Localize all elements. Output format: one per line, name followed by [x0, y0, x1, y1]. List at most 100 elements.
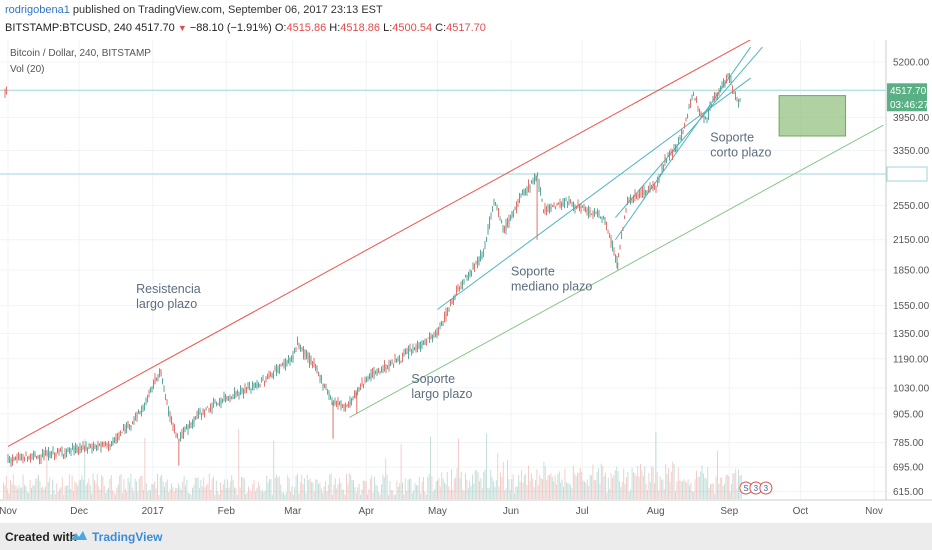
volume-bar	[501, 477, 503, 499]
candle-body	[316, 368, 318, 371]
candle-body	[685, 120, 687, 122]
candle-body	[306, 353, 308, 358]
volume-bar	[424, 491, 426, 499]
candle-body	[402, 353, 404, 359]
author-link[interactable]: rodrigobena1	[5, 4, 70, 16]
volume-bar	[607, 477, 609, 499]
candle-body	[607, 231, 609, 233]
volume-bar	[729, 491, 731, 499]
candle-body	[372, 371, 374, 374]
candle-body	[169, 414, 171, 419]
candle-body	[286, 360, 288, 363]
candle-body	[186, 427, 188, 429]
volume-bar	[218, 494, 220, 499]
candle-body	[75, 446, 77, 453]
volume-bar	[456, 467, 458, 499]
candle-body	[123, 427, 125, 430]
candle-body	[385, 368, 387, 370]
candle-body	[82, 445, 84, 450]
candle-body	[334, 402, 336, 404]
volume-bar	[36, 478, 38, 499]
trendline-resistencia	[7, 40, 752, 447]
volume-bar	[134, 478, 136, 499]
candle-body	[556, 203, 558, 206]
candle-body	[28, 456, 30, 459]
target-zone-box	[778, 95, 847, 137]
candle-body	[616, 258, 618, 264]
volume-bar	[333, 484, 335, 499]
price-axis[interactable]: 615.00 695.00 785.00 905.00 1030.00 1190.00 13…	[886, 57, 930, 498]
volume-bar	[207, 483, 209, 499]
candle-body	[484, 244, 486, 246]
candle-body	[211, 407, 213, 410]
tradingview-link[interactable]: TradingView	[92, 530, 163, 544]
volume-bar	[382, 474, 384, 499]
candle-body	[259, 384, 261, 387]
volume-bar	[49, 477, 51, 499]
candle-body	[486, 237, 488, 240]
volume-bar	[371, 475, 373, 499]
candle-body	[165, 396, 167, 398]
candle-body	[618, 254, 620, 258]
candle-body	[327, 392, 329, 395]
candle-body	[289, 359, 291, 361]
time-axis[interactable]: Nov Dec 2017 Feb Mar Apr May Jun Jul Aug Sep Oct Nov	[0, 506, 883, 517]
candle-body	[564, 200, 566, 205]
volume-bar	[617, 470, 619, 499]
volume-bar	[7, 488, 9, 499]
candle-body	[709, 104, 711, 111]
volume-bar	[152, 484, 154, 499]
candle-body	[639, 192, 641, 195]
tradingview-logo-icon	[71, 531, 87, 540]
volume-bar	[560, 482, 562, 499]
volume-bar	[455, 477, 457, 499]
volume-bar	[339, 478, 340, 499]
trendline-soporte-corto-1	[614, 46, 752, 241]
low-value: 4500.54	[392, 22, 433, 34]
volume-bar	[46, 454, 48, 499]
candle-body	[453, 296, 455, 301]
candle-body	[606, 223, 608, 227]
candle-body	[153, 381, 155, 386]
candle-body	[7, 457, 9, 461]
volume-bar	[327, 484, 329, 499]
volume-bar	[179, 487, 181, 499]
volume-bar	[217, 490, 219, 499]
candle-body	[706, 117, 708, 119]
candle-body	[249, 385, 251, 390]
candle-body	[505, 223, 507, 230]
candle-body	[60, 450, 62, 452]
volume-bar	[486, 433, 487, 499]
candle-body	[102, 442, 104, 444]
candle-body	[273, 372, 275, 376]
volume-bar	[423, 476, 424, 499]
volume-bar	[126, 491, 128, 499]
candle-body	[70, 450, 72, 452]
volume-bar	[144, 437, 146, 499]
volume-bar	[574, 473, 576, 499]
volume-bar	[676, 481, 678, 499]
volume-bar	[662, 479, 664, 499]
candle-body	[517, 200, 519, 202]
event-marker-icon[interactable]	[759, 481, 773, 495]
candle-body	[646, 191, 648, 193]
volume-bar	[701, 465, 703, 499]
x-tick-label: Feb	[218, 506, 236, 517]
candle-body	[300, 348, 302, 350]
candle-body	[687, 114, 689, 118]
symbol-label[interactable]: BITSTAMP:BTCUSD, 240	[5, 22, 132, 34]
candle-body	[598, 214, 600, 216]
candle-body	[406, 351, 408, 353]
candle-body	[693, 93, 695, 96]
candle-body	[651, 185, 653, 189]
volume-bar	[229, 482, 231, 499]
candle-body	[483, 252, 485, 254]
candle-body	[181, 431, 183, 437]
candle-body	[490, 215, 492, 217]
candle-body	[585, 210, 587, 212]
volume-bar	[558, 471, 560, 499]
candle-body	[432, 335, 434, 340]
volume-bar	[249, 489, 251, 499]
